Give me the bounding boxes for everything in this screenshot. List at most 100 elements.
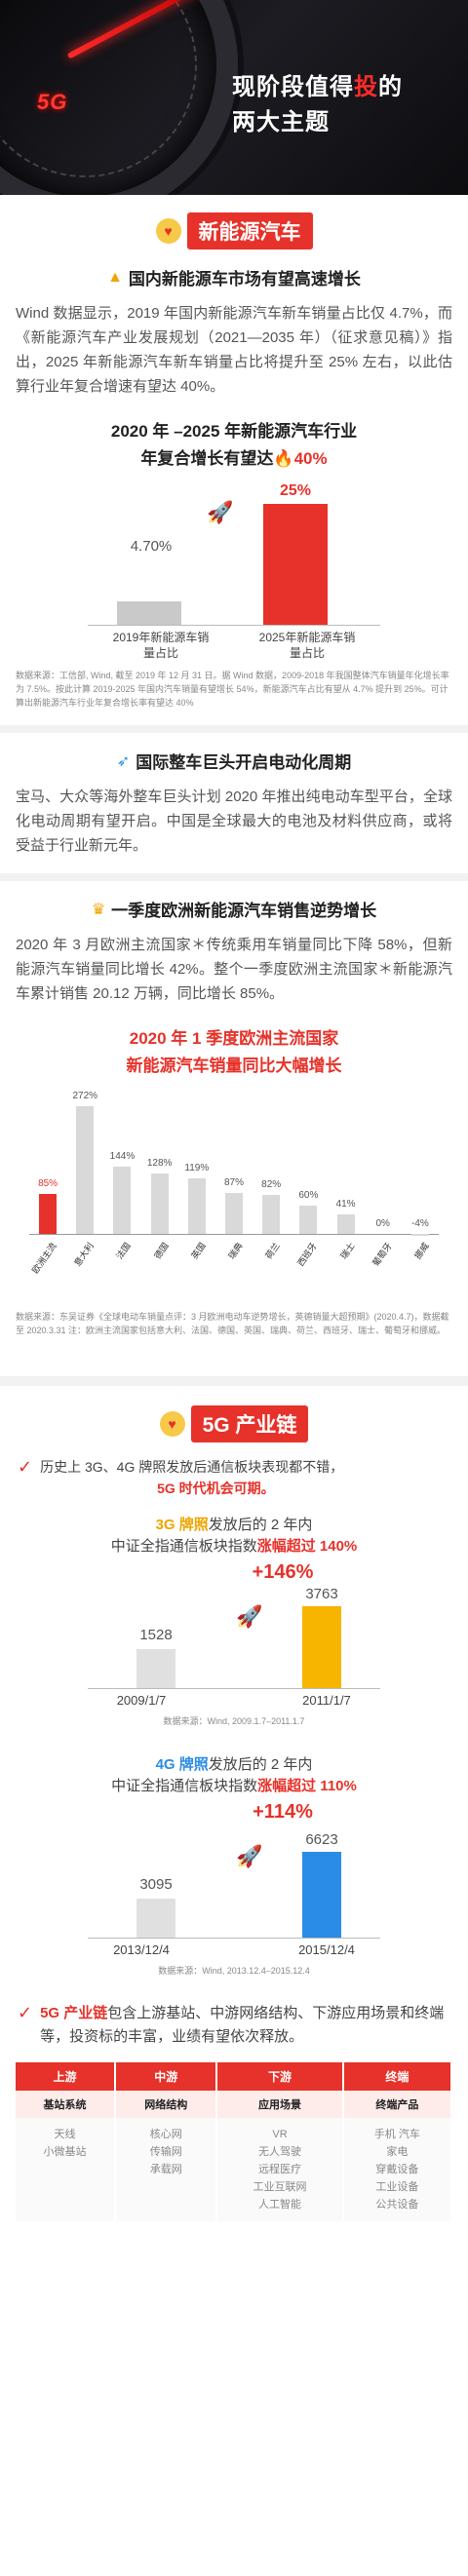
industry-chain-table: 上游 中游 下游 终端 基站系统 网络结构 应用场景 终端产品 天线 小微基站 … — [16, 2062, 453, 2221]
g4-heading-text: 发放后的 2 年内 — [208, 1756, 313, 1773]
intro-row: ✓ 历史上 3G、4G 牌照发放后通信板块表现都不错， 5G 时代机会可期。 — [0, 1456, 468, 1499]
chart2-value-label: 60% — [298, 1190, 319, 1202]
g4-sub: 中证全指通信板块指数 — [111, 1778, 258, 1794]
table-cell: 核心网 传输网 承载网 — [115, 2118, 218, 2221]
subheading: ♛ 一季度欧洲新能源汽车销售逆势增长 — [0, 897, 468, 921]
g3-heading-text: 发放后的 2 年内 — [208, 1517, 313, 1533]
g4-sub-highlight: 涨幅超过 110% — [257, 1778, 357, 1794]
chain-text: 5G 产业链包含上游基站、中游网络结构、下游应用场景和终端等，投资标的丰富，业绩… — [40, 2002, 450, 2049]
chart2-plot: 85% 欧洲主流 272% 意大利 144% 法国 128% 德国 119% 英国 87% 瑞典 82%… — [29, 1088, 439, 1302]
chart2-value-label: 0% — [375, 1218, 390, 1229]
chain-row: ✓ 5G 产业链包含上游基站、中游网络结构、下游应用场景和终端等，投资标的丰富，… — [0, 2002, 468, 2049]
bar1-value: 4.70% — [130, 538, 173, 555]
chart2-category-label: 西班牙 — [295, 1241, 320, 1269]
g3-sub-highlight: 涨幅超过 140% — [256, 1538, 358, 1555]
bar1-label: 2019年新能源车销量占比 — [112, 631, 210, 660]
hero-title: 现阶段值得投的 两大主题 — [232, 70, 403, 140]
table-header: 中游 — [115, 2062, 218, 2091]
hero-banner: 5G 现阶段值得投的 两大主题 — [0, 0, 468, 195]
g4-source: 数据来源：Wind, 2013.12.4–2015.12.4 — [158, 1966, 310, 1976]
chart2-bar — [410, 1234, 429, 1236]
chart2-category-label: 法国 — [114, 1241, 134, 1261]
subheading: ➶ 国际整车巨头开启电动化周期 — [0, 749, 468, 773]
chart2-category-label: 德国 — [151, 1241, 171, 1261]
g3-source: 数据来源：Wind, 2009.1.7–2011.1.7 — [163, 1716, 305, 1726]
bar2 — [263, 504, 328, 625]
chart2-bar — [76, 1105, 95, 1234]
g4-date1: 2013/12/4 — [113, 1942, 170, 1957]
section-label: 新能源汽车 — [186, 212, 313, 250]
chart2-baseline — [29, 1234, 439, 1235]
table-cell: 天线 小微基站 — [16, 2118, 117, 2221]
chart2-category-label: 挪威 — [412, 1241, 431, 1261]
chart2-note: 数据来源：东吴证券《全球电动车销量点评：3 月欧洲电动车逆势增长，英德销量大超预… — [16, 1312, 449, 1335]
g3-label: 3G 牌照 — [155, 1517, 209, 1533]
table-subheader: 应用场景 — [216, 2091, 344, 2118]
g4-bar2 — [302, 1852, 341, 1938]
chart2-bar — [225, 1193, 243, 1234]
hero-title-part: 现阶段值得 — [232, 74, 354, 100]
chart2-title-line2: 新能源汽车销量同比大幅增长 — [126, 1057, 342, 1075]
chart1-title-highlight: 40% — [293, 449, 328, 468]
chart2-value-label: 128% — [146, 1158, 173, 1170]
chart1-title: 2020 年 –2025 年新能源汽车行业 年复合增长有望达🔥40% — [0, 418, 468, 473]
section-label: 5G 产业链 — [190, 1405, 309, 1442]
divider — [0, 873, 468, 881]
g3-heading: 3G 牌照发放后的 2 年内 中证全指通信板块指数涨幅超过 140% — [0, 1515, 468, 1557]
g4-value2: 6623 — [305, 1831, 338, 1848]
chart2-bar — [39, 1194, 58, 1234]
g3-date2: 2011/1/7 — [302, 1693, 351, 1708]
intro-text: 历史上 3G、4G 牌照发放后通信板块表现都不错， 5G 时代机会可期。 — [40, 1456, 343, 1499]
paragraph: Wind 数据显示，2019 年国内新能源汽车新车销量占比仅 4.7%，而《新能… — [16, 305, 452, 395]
g3-xlabels: 2009/1/7 2011/1/7 — [88, 1693, 380, 1709]
chart1-note: 数据来源：工信部, Wind, 截至 2019 年 12 月 31 日。据 Wi… — [16, 671, 449, 708]
chart2-bar — [299, 1206, 318, 1234]
g4-chart: +114% 3095 🚀 6623 — [88, 1801, 380, 1939]
rocket-icon: 🚀 — [236, 1604, 263, 1629]
divider — [0, 725, 468, 733]
subheading-text: 国际整车巨头开启电动化周期 — [136, 753, 352, 772]
chart2-title: 2020 年 1 季度欧洲主流国家 新能源汽车销量同比大幅增长 — [0, 1025, 468, 1080]
chart2-bar — [113, 1166, 132, 1234]
g3-growth: +146% — [252, 1561, 314, 1583]
chart2-bar — [187, 1177, 206, 1234]
chart2-value-label: 85% — [38, 1178, 58, 1190]
chart2-bar — [150, 1173, 169, 1234]
chart-icon: ▲ — [107, 268, 123, 286]
gauge-5g-text: 5G — [37, 90, 68, 114]
intro-text-a: 历史上 3G、4G 牌照发放后通信板块表现都不错， — [40, 1459, 344, 1475]
g4-xlabels: 2013/12/4 2015/12/4 — [88, 1942, 380, 1958]
table-header: 上游 — [16, 2062, 117, 2091]
table-header: 下游 — [216, 2062, 344, 2091]
bar1 — [117, 601, 181, 625]
g3-value1: 1528 — [139, 1627, 173, 1643]
chart2-value-label: 272% — [72, 1090, 98, 1101]
g4-date2: 2015/12/4 — [298, 1942, 355, 1957]
intro-text-b: 5G 时代机会可期。 — [157, 1480, 275, 1496]
chart2-bar — [262, 1195, 281, 1234]
g3-sub: 中证全指通信板块指数 — [110, 1538, 257, 1555]
chain-text-body: 包含上游基站、中游网络结构、下游应用场景和终端等，投资标的丰富，业绩有望依次释放… — [40, 2005, 445, 2045]
heart-eyes-icon: ♥ — [159, 1411, 185, 1437]
subheading-text: 一季度欧洲新能源汽车销售逆势增长 — [111, 902, 377, 920]
chart2-category-label: 荷兰 — [263, 1241, 283, 1261]
rocket-icon: 🚀 — [207, 500, 234, 524]
chart2-category-label: 英国 — [189, 1241, 208, 1261]
chart1-title-line1: 2020 年 –2025 年新能源汽车行业 — [110, 422, 358, 441]
chart2-category-label: 瑞典 — [226, 1241, 245, 1261]
heart-eyes-icon: ♥ — [155, 218, 181, 244]
fire-icon: 🔥 — [273, 449, 294, 468]
divider — [0, 1376, 468, 1386]
table-subheader: 网络结构 — [115, 2091, 218, 2118]
chart2-value-label: 119% — [184, 1162, 210, 1173]
hero-title-highlight: 投 — [354, 74, 378, 100]
rocket-icon: ➶ — [116, 752, 131, 770]
g3-bar1 — [136, 1649, 176, 1688]
subheading-text: 国内新能源车市场有望高速增长 — [128, 270, 361, 288]
section-header-5g: ♥ 5G 产业链 — [0, 1405, 468, 1442]
chart2-category-label: 欧洲主流 — [30, 1241, 58, 1276]
chart2-bar — [336, 1214, 355, 1234]
table-subheader: 基站系统 — [16, 2091, 117, 2118]
chart2-value-label: 144% — [109, 1150, 136, 1162]
